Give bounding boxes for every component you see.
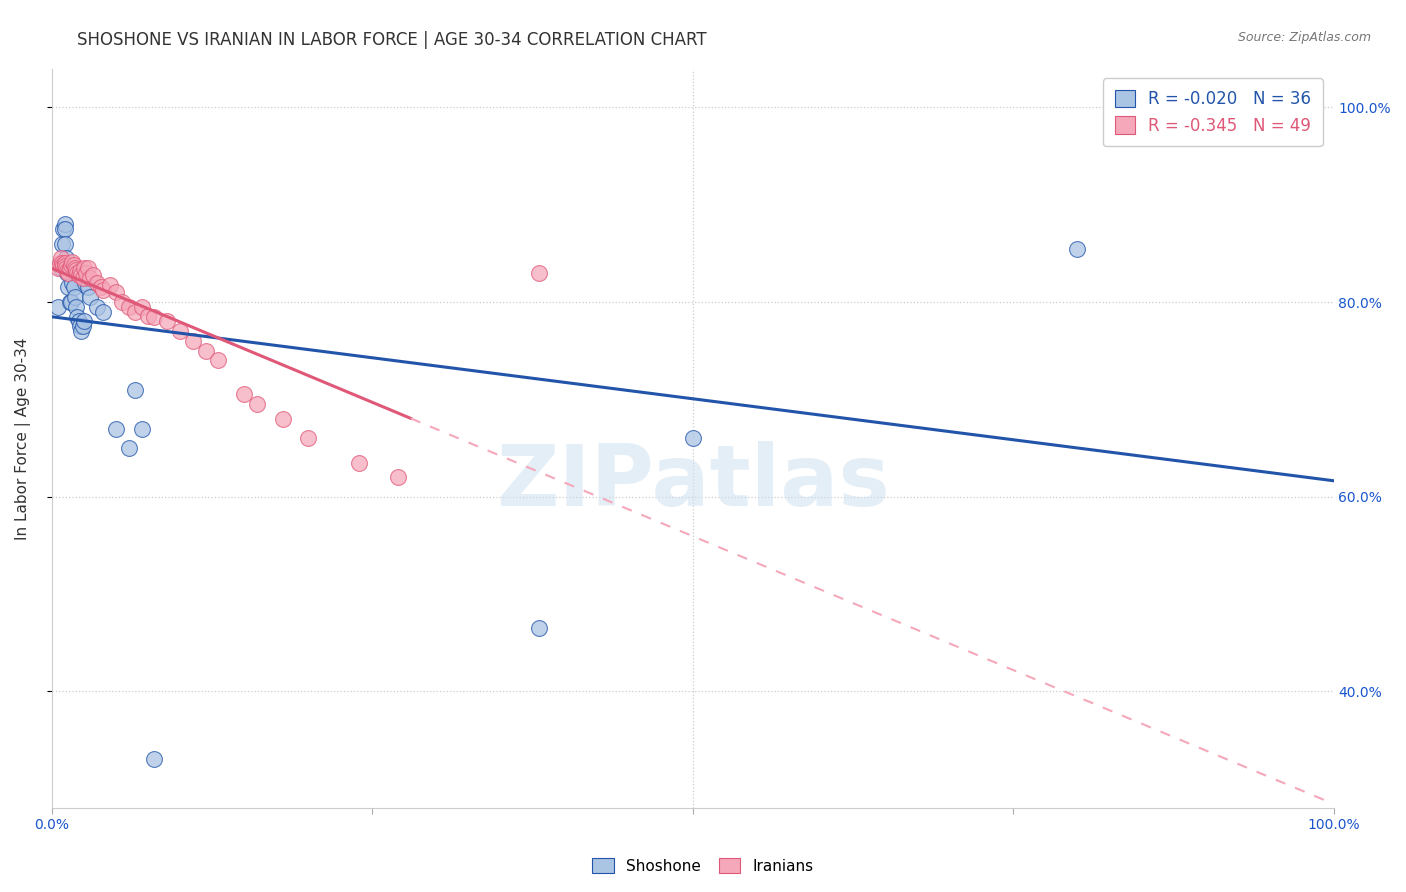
Point <box>72 319 94 334</box>
Point <box>82 268 104 282</box>
Point <box>90 280 112 294</box>
Point <box>66 266 89 280</box>
Point <box>75 270 97 285</box>
Point <box>169 324 191 338</box>
Point <box>60 276 83 290</box>
Point <box>86 300 108 314</box>
Point <box>233 387 256 401</box>
Point <box>59 295 82 310</box>
Point <box>65 300 87 314</box>
Point <box>58 266 80 280</box>
Point <box>246 397 269 411</box>
Point <box>63 260 86 275</box>
Point <box>56 264 79 278</box>
Text: ZIPatlas: ZIPatlas <box>496 442 890 524</box>
Point <box>86 276 108 290</box>
Point <box>131 300 153 314</box>
Point <box>65 263 87 277</box>
Point <box>62 258 84 272</box>
Text: Source: ZipAtlas.com: Source: ZipAtlas.com <box>1237 31 1371 45</box>
Point <box>91 305 114 319</box>
Point <box>104 285 127 300</box>
Point <box>62 280 84 294</box>
Point <box>131 421 153 435</box>
Point <box>118 441 141 455</box>
Point <box>58 280 80 294</box>
Point <box>75 276 97 290</box>
Point <box>70 268 93 282</box>
Point <box>297 431 319 445</box>
Point <box>79 270 101 285</box>
Point <box>1066 242 1088 256</box>
Point <box>52 258 75 272</box>
Point <box>111 295 134 310</box>
Point <box>53 259 76 273</box>
Point <box>60 255 83 269</box>
Point <box>156 314 179 328</box>
Point <box>682 431 704 445</box>
Point <box>51 256 73 270</box>
Point <box>70 324 93 338</box>
Point <box>72 270 94 285</box>
Point <box>66 310 89 324</box>
Legend: R = -0.020   N = 36, R = -0.345   N = 49: R = -0.020 N = 36, R = -0.345 N = 49 <box>1102 78 1323 146</box>
Point <box>118 300 141 314</box>
Point <box>136 309 159 323</box>
Point <box>60 295 83 310</box>
Point <box>73 314 96 328</box>
Point <box>69 264 91 278</box>
Point <box>56 266 79 280</box>
Y-axis label: In Labor Force | Age 30-34: In Labor Force | Age 30-34 <box>15 337 31 540</box>
Point <box>91 284 114 298</box>
Point <box>53 236 76 251</box>
Point <box>194 343 217 358</box>
Point <box>53 217 76 231</box>
Point <box>527 266 550 280</box>
Point <box>53 256 76 270</box>
Point <box>76 280 98 294</box>
Point <box>73 260 96 275</box>
Point <box>49 252 72 266</box>
Point <box>76 260 98 275</box>
Point <box>98 277 121 292</box>
Point <box>181 334 204 348</box>
Point <box>49 260 72 275</box>
Text: SHOSHONE VS IRANIAN IN LABOR FORCE | AGE 30-34 CORRELATION CHART: SHOSHONE VS IRANIAN IN LABOR FORCE | AGE… <box>77 31 707 49</box>
Point <box>271 411 294 425</box>
Point <box>48 256 70 270</box>
Point <box>46 300 69 314</box>
Point <box>55 252 77 266</box>
Point <box>124 305 146 319</box>
Point <box>387 470 409 484</box>
Point <box>527 621 550 635</box>
Point <box>46 260 69 275</box>
Point <box>69 319 91 334</box>
Point <box>67 268 90 282</box>
Point <box>124 383 146 397</box>
Point <box>75 266 97 280</box>
Point <box>60 258 83 272</box>
Point <box>52 222 75 236</box>
Point <box>79 290 101 304</box>
Point <box>55 260 77 275</box>
Point <box>59 260 82 275</box>
Point <box>63 290 86 304</box>
Point <box>143 752 166 766</box>
Point <box>67 314 90 328</box>
Point <box>53 222 76 236</box>
Point <box>349 456 371 470</box>
Point <box>207 353 229 368</box>
Point <box>104 421 127 435</box>
Legend: Shoshone, Iranians: Shoshone, Iranians <box>586 852 820 880</box>
Point <box>51 236 73 251</box>
Point <box>143 310 166 324</box>
